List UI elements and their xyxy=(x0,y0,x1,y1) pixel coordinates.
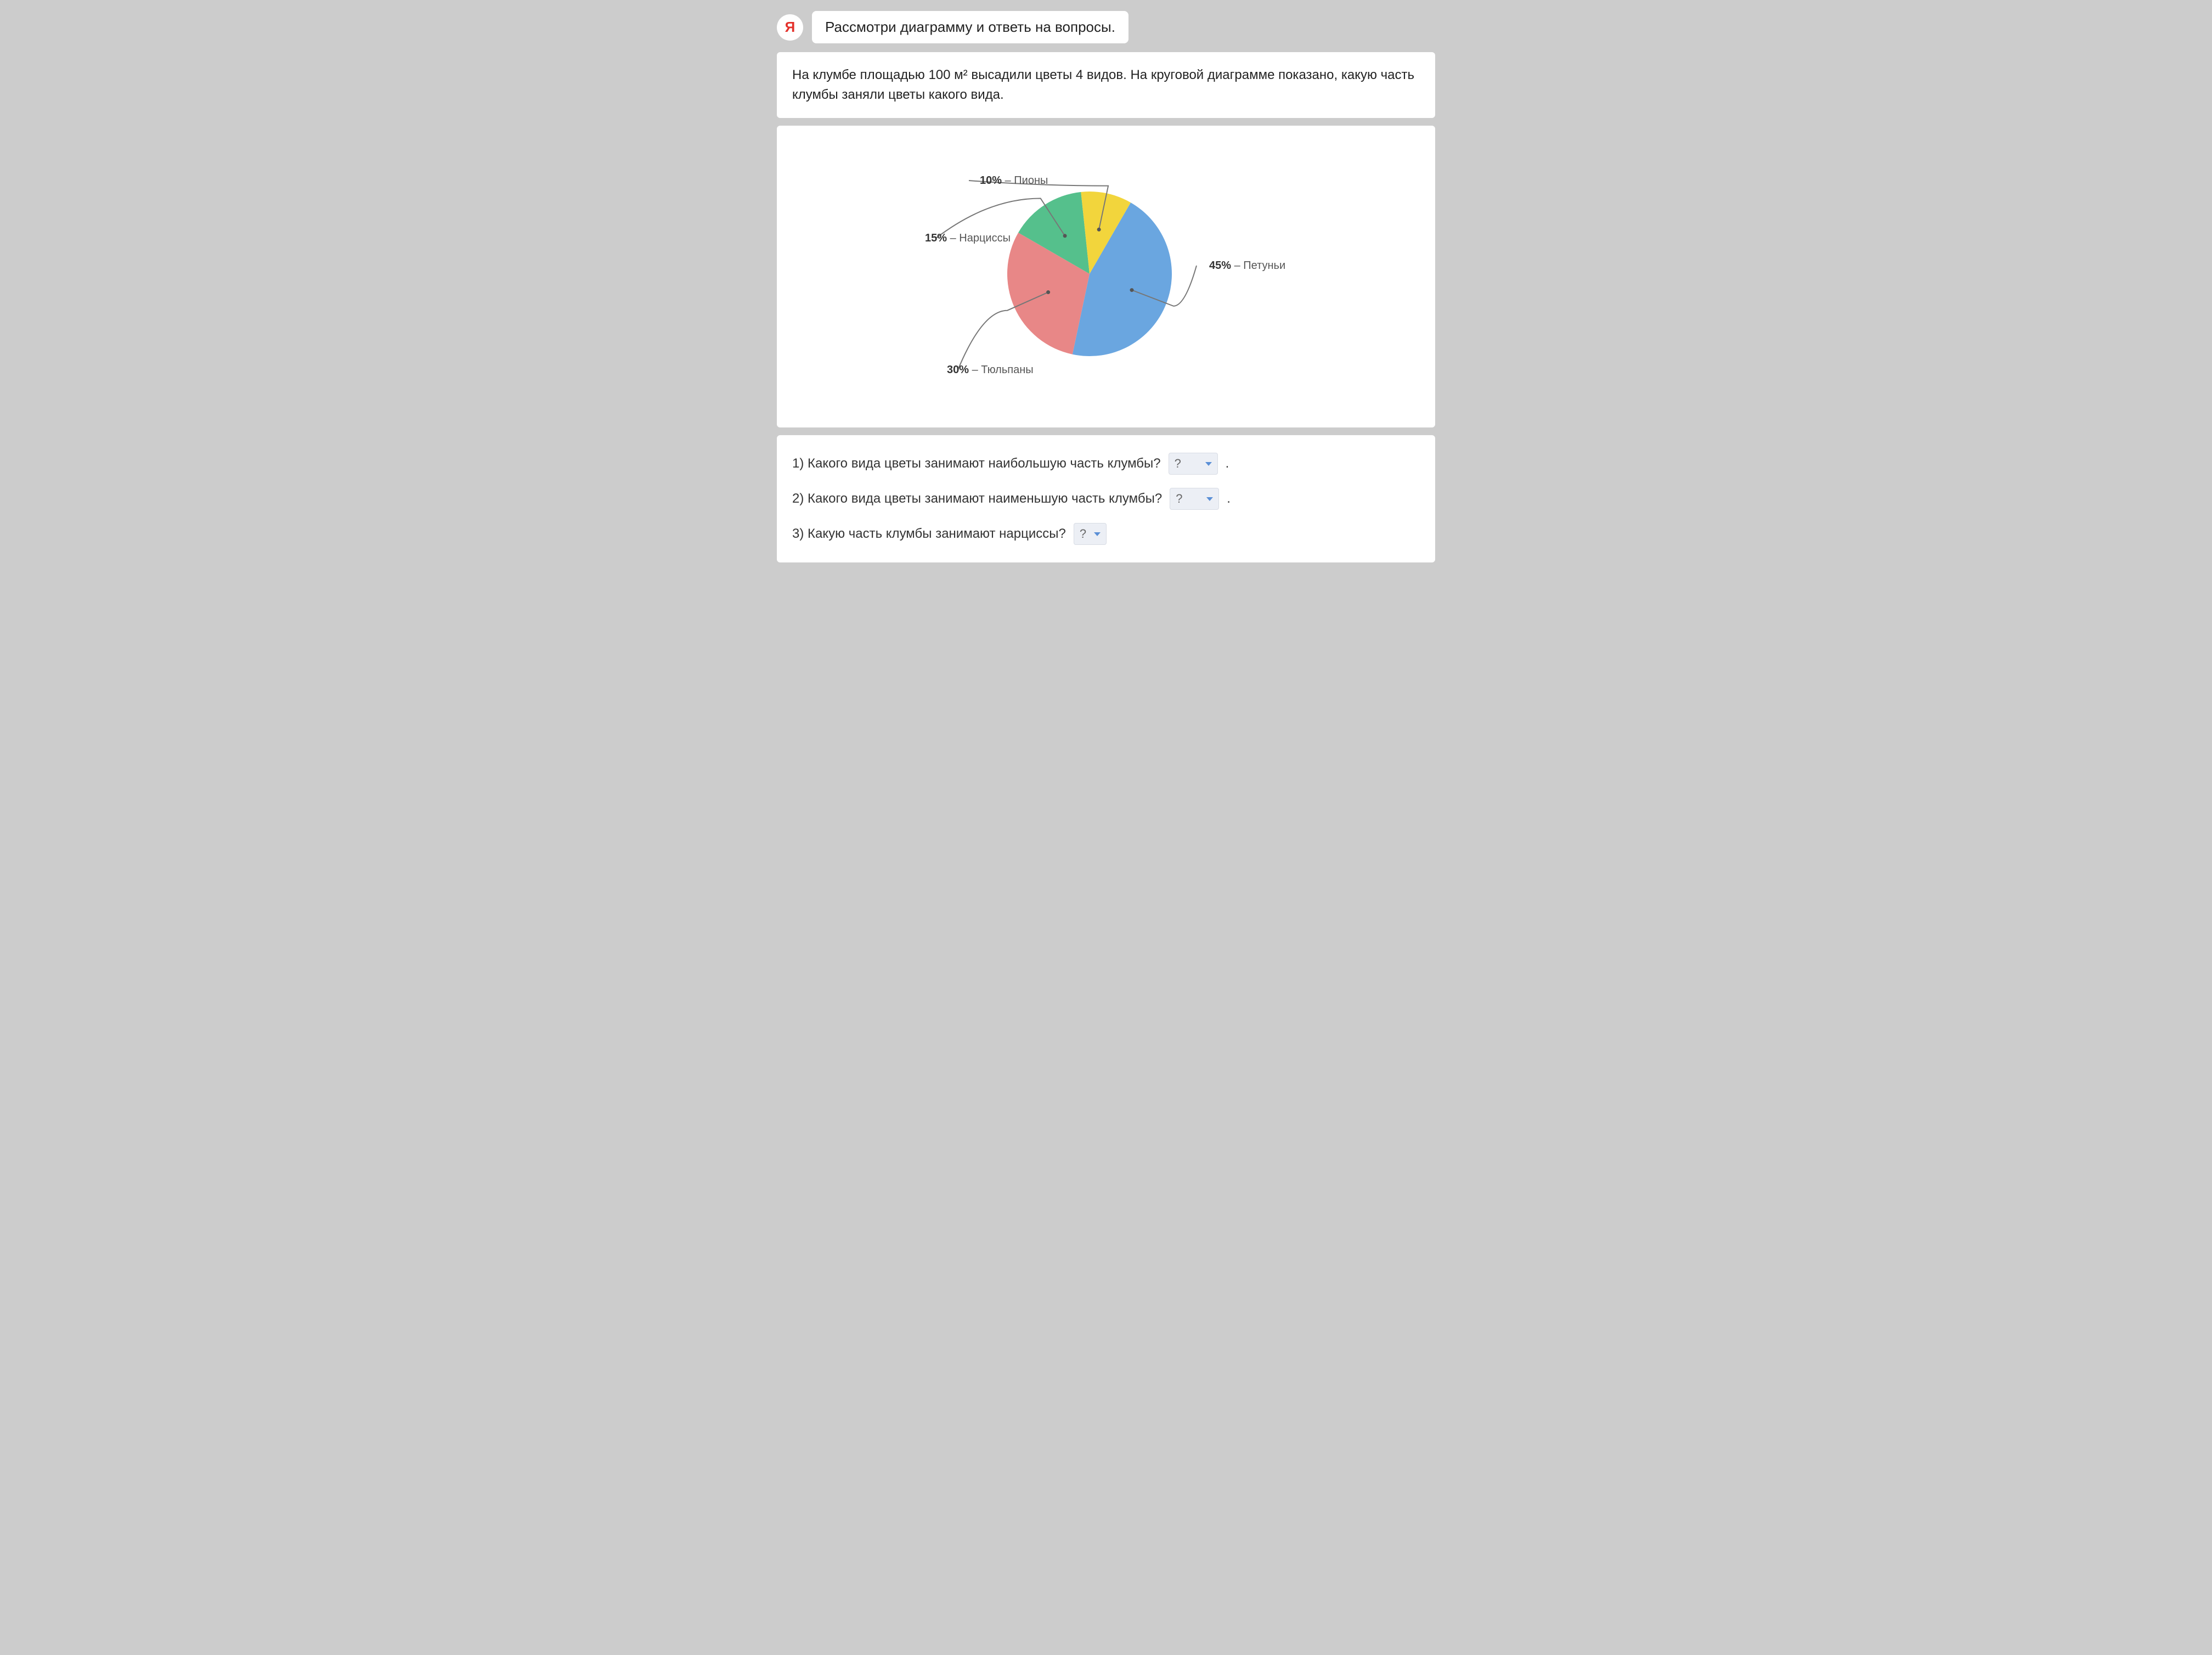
pie-chart: 45% – Петуньи 30% – Тюльпаны 15% – Нарцисс… xyxy=(892,137,1320,411)
dropdown-placeholder: ? xyxy=(1080,527,1086,541)
question-row-3: 3) Какую часть клумбы занимают нарциссы?… xyxy=(792,516,1420,551)
dropdown-placeholder: ? xyxy=(1175,457,1181,471)
pie-label-петуньи: 45% – Петуньи xyxy=(1209,260,1285,272)
chevron-down-icon xyxy=(1205,462,1212,466)
chart-card: 45% – Петуньи 30% – Тюльпаны 15% – Нарцисс… xyxy=(777,126,1435,427)
question-3-dropdown[interactable]: ? xyxy=(1074,523,1107,545)
pie-label-тюльпаны: 30% – Тюльпаны xyxy=(947,364,1034,376)
question-row-1: 1) Какого вида цветы занимают наибольшую… xyxy=(792,446,1420,481)
pie-label-нарциссы: 15% – Нарциссы xyxy=(925,232,1011,244)
leader-dot xyxy=(1046,290,1050,294)
leader-dot xyxy=(1063,234,1067,238)
pie-label-пионы: 10% – Пионы xyxy=(980,174,1048,187)
task-intro-card: На клумбе площадью 100 м² высадили цветы… xyxy=(777,52,1435,118)
task-title: Рассмотри диаграмму и ответь на вопросы. xyxy=(825,19,1115,35)
leader-dot xyxy=(1130,288,1134,292)
chevron-down-icon xyxy=(1206,497,1213,501)
question-1-dropdown[interactable]: ? xyxy=(1169,453,1218,475)
question-1-text: 1) Какого вида цветы занимают наибольшую… xyxy=(792,456,1161,471)
chevron-down-icon xyxy=(1094,532,1101,536)
question-2-text: 2) Какого вида цветы занимают наименьшую… xyxy=(792,491,1162,506)
question-1-period: . xyxy=(1226,456,1229,471)
question-2-dropdown[interactable]: ? xyxy=(1170,488,1219,510)
leader-dot xyxy=(1097,228,1101,232)
task-intro-text: На клумбе площадью 100 м² высадили цветы… xyxy=(792,67,1414,102)
dropdown-placeholder: ? xyxy=(1176,492,1182,506)
logo-letter: Я xyxy=(785,19,795,36)
question-row-2: 2) Какого вида цветы занимают наименьшую… xyxy=(792,481,1420,516)
yandex-logo: Я xyxy=(777,14,803,41)
task-title-card: Рассмотри диаграмму и ответь на вопросы. xyxy=(812,11,1128,43)
questions-card: 1) Какого вида цветы занимают наибольшую… xyxy=(777,435,1435,562)
question-2-period: . xyxy=(1227,491,1231,506)
question-3-text: 3) Какую часть клумбы занимают нарциссы? xyxy=(792,526,1066,542)
